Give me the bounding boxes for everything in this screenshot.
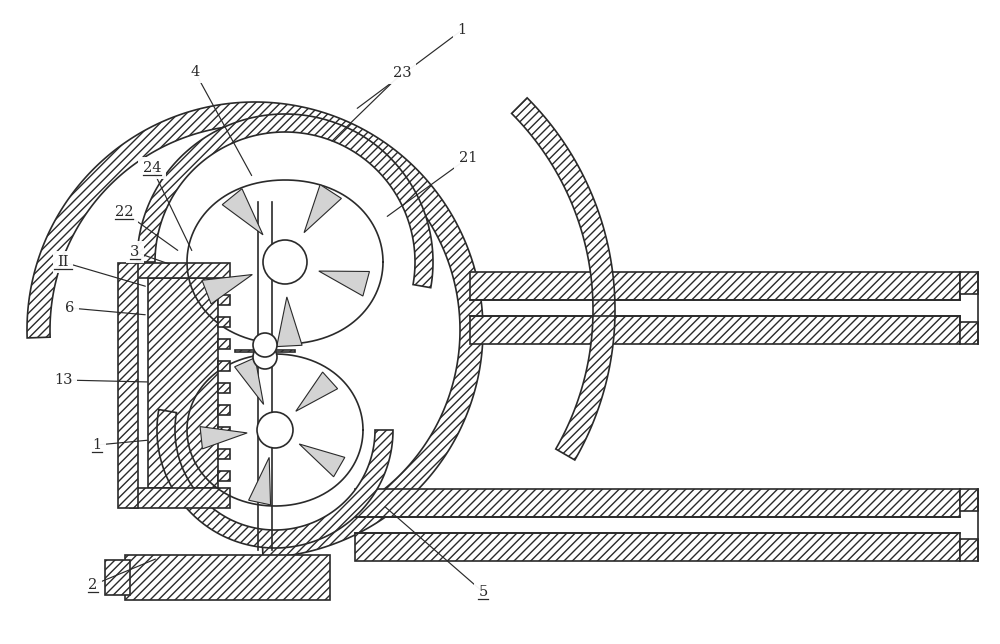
Polygon shape <box>355 489 960 517</box>
Polygon shape <box>130 488 230 508</box>
Polygon shape <box>470 272 960 300</box>
Polygon shape <box>218 449 230 459</box>
Polygon shape <box>130 263 230 278</box>
Polygon shape <box>299 444 345 477</box>
Polygon shape <box>249 457 271 505</box>
Text: 1: 1 <box>92 438 102 452</box>
Polygon shape <box>222 189 263 235</box>
Text: II: II <box>57 255 69 269</box>
Polygon shape <box>960 489 978 511</box>
Polygon shape <box>27 102 483 558</box>
Polygon shape <box>218 471 230 481</box>
Circle shape <box>263 240 307 284</box>
Polygon shape <box>148 278 218 488</box>
Polygon shape <box>125 555 330 600</box>
Polygon shape <box>355 533 960 561</box>
Polygon shape <box>960 322 978 344</box>
Text: 23: 23 <box>393 66 411 80</box>
Polygon shape <box>218 405 230 415</box>
Polygon shape <box>277 297 302 346</box>
Text: 1: 1 <box>457 23 467 37</box>
Text: 6: 6 <box>65 301 75 315</box>
Polygon shape <box>960 272 978 294</box>
Text: 22: 22 <box>115 205 133 219</box>
Polygon shape <box>304 185 341 232</box>
Polygon shape <box>118 263 138 508</box>
Polygon shape <box>960 539 978 561</box>
Circle shape <box>257 412 293 448</box>
Polygon shape <box>218 317 230 327</box>
Polygon shape <box>218 339 230 349</box>
Text: 24: 24 <box>143 161 161 175</box>
Polygon shape <box>105 560 130 595</box>
Text: 21: 21 <box>459 151 477 165</box>
Polygon shape <box>319 271 369 296</box>
Polygon shape <box>218 427 230 437</box>
Text: 2: 2 <box>88 578 98 592</box>
Circle shape <box>253 333 277 357</box>
Text: 5: 5 <box>478 585 488 599</box>
Polygon shape <box>470 316 960 344</box>
Circle shape <box>253 345 277 369</box>
Polygon shape <box>218 361 230 371</box>
Polygon shape <box>202 274 252 304</box>
Polygon shape <box>218 295 230 305</box>
Polygon shape <box>137 114 433 288</box>
Polygon shape <box>157 410 393 548</box>
Polygon shape <box>235 350 295 352</box>
Polygon shape <box>218 383 230 393</box>
Polygon shape <box>512 98 615 460</box>
Text: 4: 4 <box>190 65 200 79</box>
Text: 13: 13 <box>54 373 72 387</box>
Polygon shape <box>296 372 338 412</box>
Text: 3: 3 <box>130 245 140 259</box>
Polygon shape <box>235 357 264 404</box>
Polygon shape <box>200 426 247 449</box>
